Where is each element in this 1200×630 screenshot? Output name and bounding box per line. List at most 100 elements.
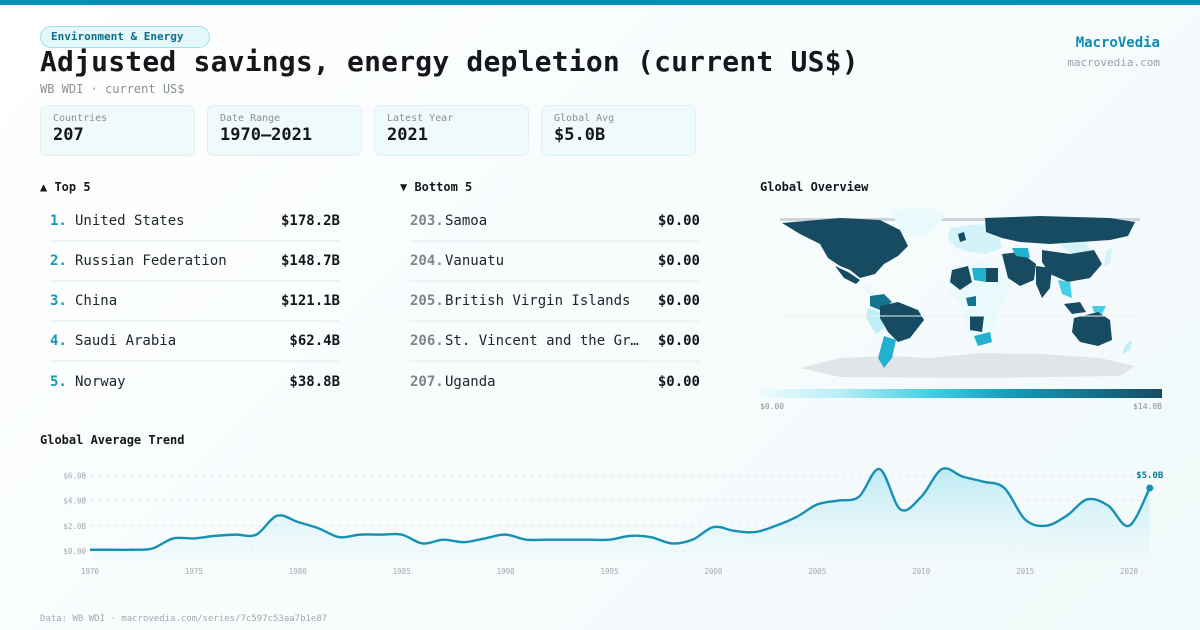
- region-central-asia[interactable]: [1012, 248, 1030, 258]
- latest-point-marker[interactable]: [1146, 484, 1154, 492]
- country-name: Samoa: [445, 213, 488, 229]
- list-item[interactable]: 206. St. Vincent and the Gr… $0.00: [410, 322, 700, 362]
- color-legend-bar: [760, 389, 1162, 398]
- list-item[interactable]: 5. Norway $38.8B: [50, 362, 340, 402]
- region-libya[interactable]: [972, 268, 986, 282]
- x-tick-label: 2010: [912, 567, 931, 576]
- region-south-africa[interactable]: [974, 332, 992, 346]
- region-indonesia[interactable]: [1064, 302, 1086, 314]
- country-name: Saudi Arabia: [75, 333, 177, 349]
- map-title: Global Overview: [760, 180, 869, 194]
- country-name: United States: [75, 213, 185, 229]
- region-japan[interactable]: [1104, 248, 1112, 266]
- trend-title: Global Average Trend: [40, 433, 185, 447]
- latest-value-label: $5.0B: [1136, 471, 1164, 481]
- rank-number: 207.: [410, 374, 444, 390]
- trend-line-chart[interactable]: $0.00 $2.0B $4.0B $6.0B 1970 1975 1980 1985 199…: [0, 455, 1200, 580]
- list-item[interactable]: 1. United States $178.2B: [50, 202, 340, 242]
- x-axis-ticks: 1970 1975 1980 1985 1990 1995 2000 2005 2010 2015…: [81, 567, 1139, 576]
- rank-number: 206.: [410, 333, 444, 349]
- stat-value: 207: [53, 125, 84, 145]
- country-value: $121.1B: [280, 293, 340, 309]
- brand: MacroVedia macrovedia.com: [1067, 35, 1160, 69]
- list-item[interactable]: 4. Saudi Arabia $62.4B: [50, 322, 340, 362]
- region-new-zealand[interactable]: [1122, 340, 1132, 354]
- stat-cards: Countries 207 Date Range 1970–2021 Lates…: [40, 105, 696, 156]
- bottom5-title: ▼ Bottom 5: [400, 180, 473, 194]
- region-peru[interactable]: [866, 308, 884, 334]
- trend-line[interactable]: [90, 467, 1151, 552]
- stat-label: Countries: [53, 113, 108, 124]
- rank-number: 203.: [410, 213, 444, 229]
- top-accent-bar: [0, 0, 1200, 5]
- y-axis-ticks: $0.00 $2.0B $4.0B $6.0B: [63, 471, 86, 556]
- category-pill[interactable]: Environment & Energy: [40, 26, 210, 48]
- region-mexico[interactable]: [835, 266, 860, 284]
- stat-value: 2021: [387, 125, 428, 145]
- list-item[interactable]: 203. Samoa $0.00: [410, 202, 700, 242]
- region-papua[interactable]: [1092, 306, 1106, 314]
- rank-number: 1.: [50, 213, 67, 229]
- map-artifact: [780, 218, 1140, 221]
- region-algeria[interactable]: [950, 266, 972, 290]
- region-nigeria[interactable]: [966, 296, 976, 306]
- region-central-america[interactable]: [858, 282, 876, 296]
- country-name: Uganda: [445, 374, 496, 390]
- list-item[interactable]: 2. Russian Federation $148.7B: [50, 242, 340, 282]
- world-choropleth-map[interactable]: [780, 208, 1142, 383]
- page-title: Adjusted savings, energy depletion (curr…: [40, 45, 859, 78]
- country-value: $0.00: [657, 213, 700, 229]
- list-item[interactable]: 204. Vanuatu $0.00: [410, 242, 700, 282]
- legend-max-label: $14.0B: [1133, 402, 1162, 411]
- country-name: Vanuatu: [445, 253, 505, 269]
- region-brazil[interactable]: [880, 302, 924, 342]
- rank-number: 5.: [50, 374, 67, 390]
- stat-card-latest-year: Latest Year 2021: [374, 105, 529, 156]
- rank-number: 4.: [50, 333, 67, 349]
- country-value: $148.7B: [280, 253, 340, 269]
- country-name: China: [75, 293, 118, 309]
- region-india[interactable]: [1036, 266, 1052, 298]
- region-north-america[interactable]: [782, 218, 908, 278]
- top5-title: ▲ Top 5: [40, 180, 91, 194]
- top5-list: 1. United States $178.2B 2. Russian Fede…: [40, 202, 340, 402]
- country-value: $0.00: [657, 253, 700, 269]
- country-value: $38.8B: [289, 374, 340, 390]
- region-southeast-asia[interactable]: [1058, 280, 1072, 298]
- region-colombia[interactable]: [870, 294, 892, 310]
- region-argentina[interactable]: [878, 336, 896, 368]
- country-name: Russian Federation: [75, 253, 227, 269]
- bottom5-list: 203. Samoa $0.00 204. Vanuatu $0.00 205.…: [400, 202, 700, 402]
- country-name: British Virgin Islands: [445, 293, 631, 309]
- brand-name[interactable]: MacroVedia: [1075, 35, 1160, 51]
- region-egypt[interactable]: [986, 268, 998, 282]
- list-item[interactable]: 3. China $121.1B: [50, 282, 340, 322]
- x-tick-label: 1985: [393, 567, 411, 576]
- region-angola[interactable]: [970, 316, 984, 332]
- stat-label: Latest Year: [387, 113, 454, 124]
- y-tick-label: $0.00: [63, 547, 86, 556]
- region-mongolia[interactable]: [1060, 242, 1092, 254]
- x-tick-label: 1990: [497, 567, 516, 576]
- region-uk[interactable]: [958, 232, 966, 242]
- rank-number: 2.: [50, 253, 67, 269]
- region-antarctica[interactable]: [800, 353, 1135, 378]
- stat-value: 1970–2021: [220, 125, 313, 145]
- x-tick-label: 1995: [600, 567, 618, 576]
- stat-label: Global Avg: [554, 113, 615, 124]
- country-value: $0.00: [657, 374, 700, 390]
- region-australia[interactable]: [1072, 312, 1112, 346]
- region-china[interactable]: [1042, 250, 1102, 282]
- country-value: $0.00: [657, 333, 700, 349]
- map-panel: Global Overview: [760, 180, 1162, 411]
- list-item[interactable]: 207. Uganda $0.00: [410, 362, 700, 402]
- x-tick-label: 2005: [808, 567, 826, 576]
- region-greenland[interactable]: [890, 208, 945, 238]
- x-tick-label: 1980: [289, 567, 308, 576]
- brand-url[interactable]: macrovedia.com: [1067, 56, 1160, 69]
- stat-value: $5.0B: [554, 125, 606, 145]
- country-value: $62.4B: [289, 333, 340, 349]
- list-item[interactable]: 205. British Virgin Islands $0.00: [410, 282, 700, 322]
- region-russia[interactable]: [985, 216, 1135, 244]
- region-middle-east[interactable]: [1002, 252, 1036, 286]
